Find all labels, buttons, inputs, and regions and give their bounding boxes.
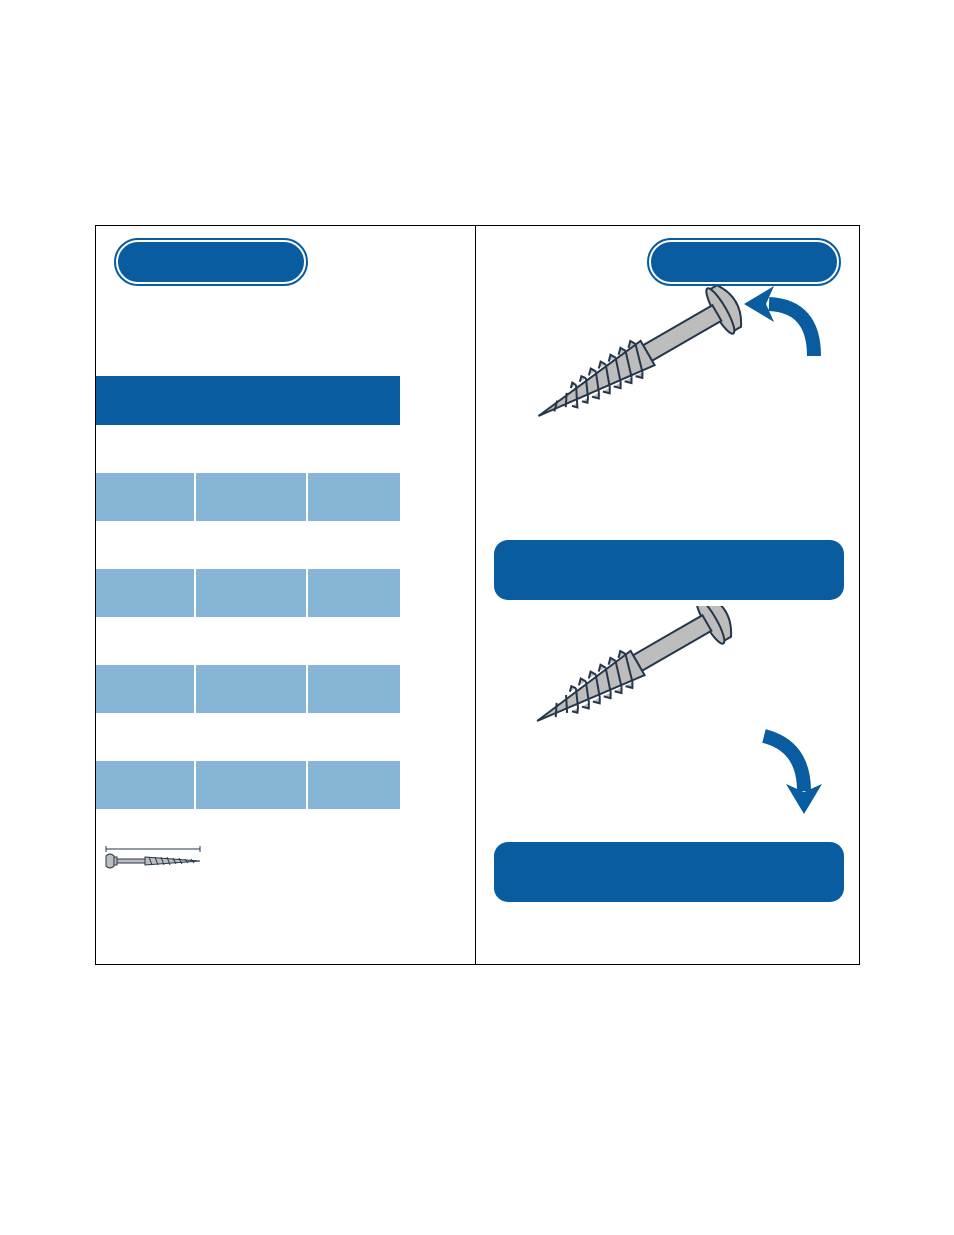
table-cell <box>96 569 196 617</box>
table-row <box>96 569 400 617</box>
table-row <box>96 713 400 761</box>
table-row <box>96 473 400 521</box>
table-cell <box>96 617 196 665</box>
table-cell <box>308 665 400 713</box>
screw-icon <box>524 606 739 744</box>
top-info-bar <box>494 540 844 600</box>
right-title-pill <box>649 240 839 284</box>
table-cell <box>308 569 400 617</box>
table-cell <box>196 761 308 809</box>
table-cell <box>196 425 308 473</box>
table-cell <box>308 473 400 521</box>
table-row <box>96 665 400 713</box>
table-cell <box>96 713 196 761</box>
panels-container <box>95 225 860 965</box>
table-header <box>96 377 400 425</box>
table-cell <box>308 713 400 761</box>
table-cell <box>96 761 196 809</box>
table-cell <box>96 425 196 473</box>
table-cell <box>308 809 400 857</box>
table-cell <box>196 521 308 569</box>
right-panel <box>475 225 860 965</box>
screw-icon <box>525 286 748 439</box>
screw-top-illustration <box>494 286 844 536</box>
table-cell <box>196 569 308 617</box>
small-screw-icon <box>104 844 204 870</box>
table-row <box>96 521 400 569</box>
table-cell <box>308 617 400 665</box>
bottom-info-bar <box>494 842 844 902</box>
table-cell <box>196 809 308 857</box>
table-cell <box>308 521 400 569</box>
left-panel <box>95 225 475 965</box>
screw-table <box>96 376 400 857</box>
table-row <box>96 761 400 809</box>
table-body <box>96 425 400 857</box>
table-cell <box>96 473 196 521</box>
table-cell <box>96 521 196 569</box>
table-cell <box>196 617 308 665</box>
table-row <box>96 617 400 665</box>
table-cell <box>308 425 400 473</box>
arrow-to-tip-icon <box>764 736 822 814</box>
left-title-pill <box>116 240 306 284</box>
arrow-to-head-icon <box>744 286 814 356</box>
table-cell <box>196 473 308 521</box>
table-row <box>96 425 400 473</box>
table-cell <box>196 713 308 761</box>
table-cell <box>96 665 196 713</box>
page <box>0 0 954 1235</box>
screw-bottom-illustration <box>494 606 844 846</box>
table-cell <box>196 665 308 713</box>
table-cell <box>308 761 400 809</box>
